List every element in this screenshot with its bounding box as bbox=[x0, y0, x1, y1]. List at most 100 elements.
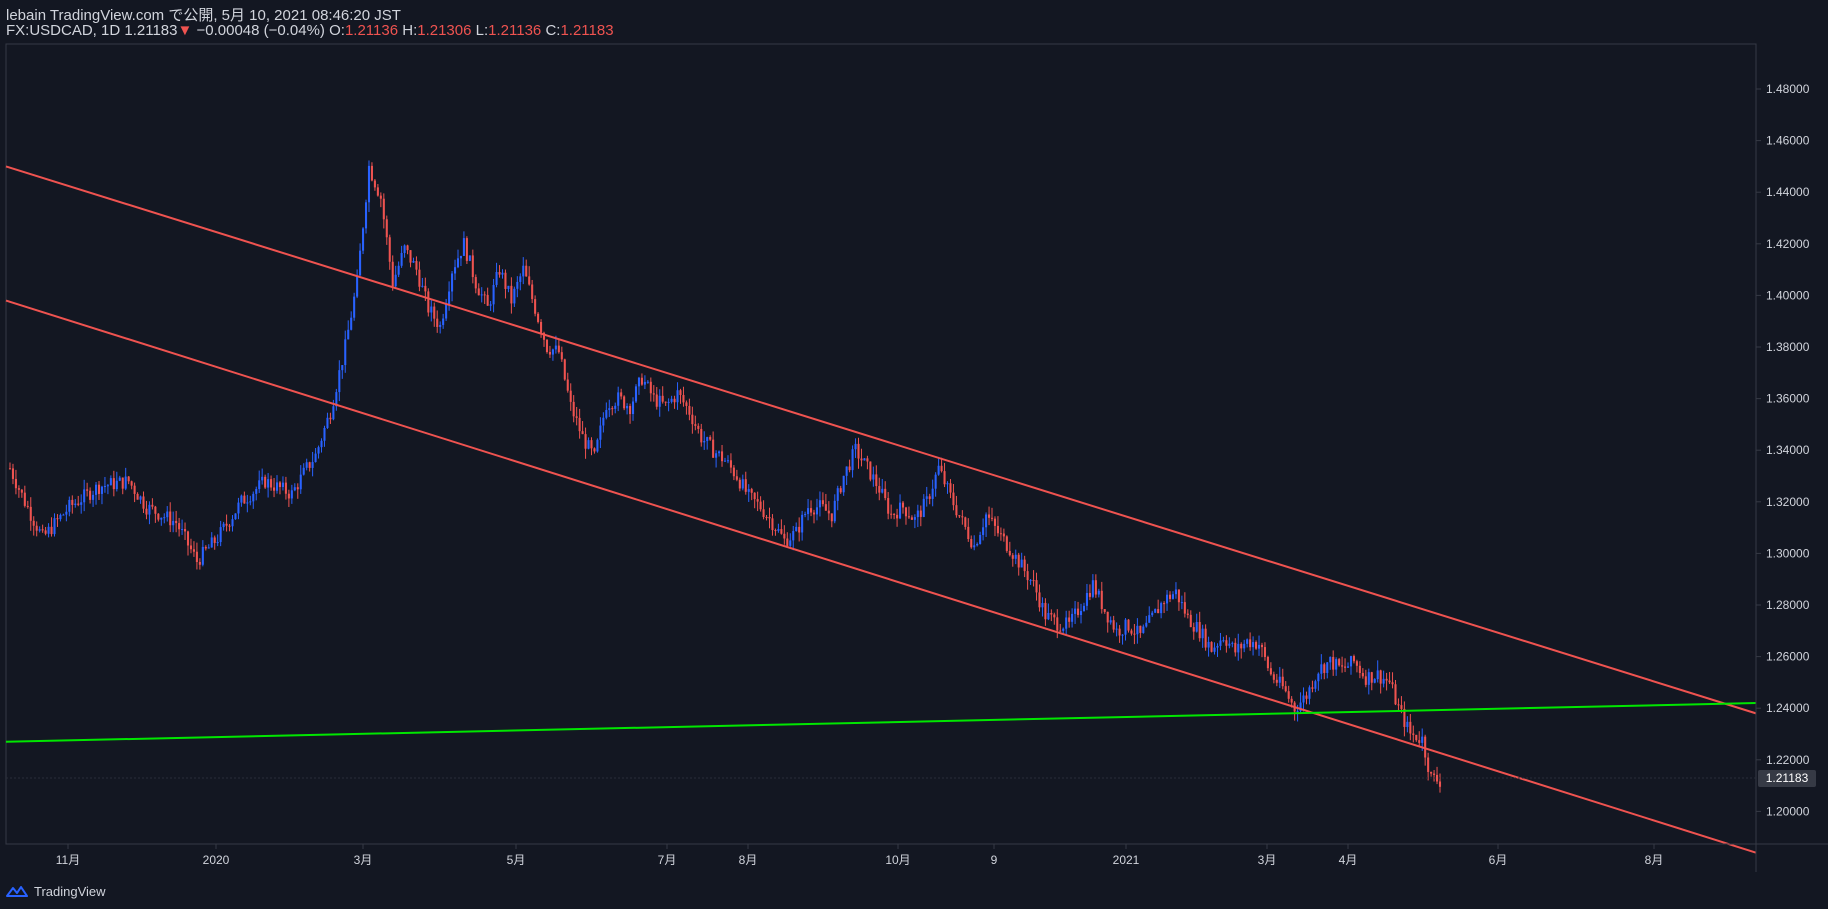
candle-up bbox=[1074, 608, 1077, 614]
candle-up bbox=[851, 449, 854, 471]
trendline-channel-lower[interactable] bbox=[5, 299, 1757, 854]
candle-down bbox=[1364, 676, 1367, 685]
price-tick-label: 1.20000 bbox=[1766, 804, 1810, 818]
candle-up bbox=[1296, 710, 1299, 712]
candle-down bbox=[427, 291, 430, 313]
candle-up bbox=[1085, 592, 1088, 606]
candle-down bbox=[1412, 733, 1415, 735]
candle-up bbox=[1243, 643, 1246, 649]
open-value: 1.21136 bbox=[344, 22, 399, 39]
candle-down bbox=[1168, 594, 1172, 599]
time-tick-label: 3月 bbox=[1258, 853, 1277, 867]
candle-down bbox=[694, 424, 697, 426]
candle-down bbox=[890, 513, 893, 515]
trendline-channel-upper[interactable] bbox=[5, 165, 1757, 715]
candle-up bbox=[1154, 609, 1157, 613]
candle-down bbox=[136, 493, 139, 500]
candle-down bbox=[762, 509, 765, 518]
candle-down bbox=[35, 525, 38, 531]
candle-down bbox=[1275, 679, 1278, 683]
candle-up bbox=[1237, 643, 1240, 653]
candle-up bbox=[703, 440, 706, 443]
candle-up bbox=[421, 285, 424, 287]
candle-down bbox=[753, 492, 756, 500]
candle-up bbox=[448, 291, 451, 305]
candle-down bbox=[1011, 555, 1014, 559]
symbol-name[interactable]: FX:USDCAD, 1D bbox=[6, 22, 121, 39]
candle-up bbox=[1246, 639, 1249, 644]
price-tick-label: 1.26000 bbox=[1766, 650, 1810, 664]
candle-up bbox=[124, 476, 127, 489]
candle-down bbox=[940, 465, 943, 472]
candle-up bbox=[299, 474, 302, 490]
candle-down bbox=[436, 318, 439, 327]
candle-down bbox=[768, 517, 771, 519]
candle-up bbox=[293, 487, 296, 491]
candle-down bbox=[474, 277, 477, 289]
candle-up bbox=[637, 377, 641, 387]
candle-down bbox=[169, 511, 172, 526]
candle-down bbox=[1355, 661, 1358, 666]
candle-down bbox=[952, 492, 955, 506]
candle-up bbox=[872, 474, 875, 480]
candle-down bbox=[1435, 774, 1439, 782]
candle-up bbox=[626, 405, 629, 409]
candle-down bbox=[186, 531, 190, 546]
candle-down bbox=[759, 501, 762, 510]
candle-down bbox=[866, 458, 869, 462]
candle-up bbox=[311, 462, 314, 468]
candle-down bbox=[958, 515, 961, 517]
tradingview-logo[interactable]: TradingView bbox=[6, 882, 106, 900]
candle-up bbox=[789, 540, 792, 546]
candle-up bbox=[946, 483, 949, 485]
candle-up bbox=[68, 499, 71, 512]
candle-up bbox=[234, 513, 237, 520]
candle-down bbox=[697, 425, 700, 429]
candle-down bbox=[1094, 580, 1097, 595]
candle-up bbox=[1335, 659, 1338, 670]
candle-up bbox=[1014, 554, 1017, 559]
trendline-support[interactable] bbox=[5, 702, 1757, 743]
candle-up bbox=[38, 529, 41, 531]
time-axis[interactable]: 11月 2020 3月 5月 7月 8月 10月 9 2021 3月 4月 6月 8月 bbox=[56, 844, 1664, 867]
candle-down bbox=[1056, 617, 1059, 631]
time-tick-label: 2021 bbox=[1113, 853, 1140, 867]
candle-down bbox=[71, 499, 74, 505]
candle-up bbox=[453, 267, 457, 274]
candle-up bbox=[1020, 559, 1023, 568]
publish-info: lebain TradingView.com で公開, 5月 10, 2021 … bbox=[6, 7, 401, 24]
candle-down bbox=[1103, 609, 1106, 612]
candle-up bbox=[792, 531, 795, 541]
candle-up bbox=[913, 517, 916, 520]
plot-area[interactable] bbox=[5, 43, 1757, 845]
low-label: L: bbox=[475, 22, 489, 39]
candle-up bbox=[47, 526, 50, 534]
price-axis[interactable]: 1.48000 1.46000 1.44000 1.42000 1.40000 1.380… bbox=[1756, 82, 1810, 818]
candle-down bbox=[228, 525, 231, 527]
candle-down bbox=[1139, 625, 1142, 633]
candle-down bbox=[970, 538, 973, 548]
candle-up bbox=[934, 474, 937, 489]
candle-up bbox=[341, 365, 344, 371]
candle-down bbox=[77, 503, 80, 505]
candle-down bbox=[1077, 608, 1080, 615]
candle-up bbox=[1071, 613, 1074, 622]
high-label: H: bbox=[402, 22, 418, 39]
candle-down bbox=[1157, 609, 1160, 614]
candle-up bbox=[442, 318, 445, 325]
candle-up bbox=[314, 453, 317, 463]
candle-down bbox=[611, 408, 614, 410]
candle-up bbox=[522, 265, 525, 277]
candle-down bbox=[712, 439, 715, 458]
tradingview-label: TradingView bbox=[34, 883, 106, 899]
candle-up bbox=[160, 517, 163, 520]
candle-down bbox=[560, 352, 563, 360]
candle-down bbox=[287, 493, 290, 499]
candle-down bbox=[967, 526, 970, 539]
candle-up bbox=[94, 484, 98, 495]
candle-up bbox=[1079, 611, 1083, 615]
candle-down bbox=[1163, 603, 1166, 605]
price-tick-label: 1.46000 bbox=[1766, 134, 1810, 148]
candle-down bbox=[195, 551, 198, 563]
